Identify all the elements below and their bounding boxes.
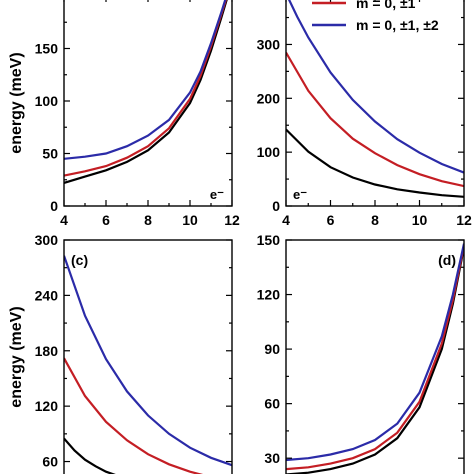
plot-frame-d	[285, 239, 465, 474]
y-tick-label-c-2: 180	[35, 343, 59, 359]
y-tick-label-d-2: 90	[264, 341, 280, 357]
series-line-a-2	[64, 0, 227, 160]
y-tick-label-c-0: 60	[42, 454, 58, 470]
legend: m = 0, ±1 m = 0, ±1, ±2	[312, 0, 439, 33]
x-tick-label-b-4: 12	[456, 212, 472, 228]
y-axis-title-a: energy (meV)	[8, 52, 25, 153]
plot-frame-c	[63, 239, 233, 474]
series-line-a-1	[64, 0, 228, 177]
y-tick-label-d-0: 30	[264, 450, 280, 466]
y-tick-label-d-1: 60	[264, 396, 280, 412]
y-tick-label-a-2: 100	[35, 93, 59, 109]
x-tick-label-b-0: 4	[282, 212, 290, 228]
y-tick-label-d-3: 120	[257, 287, 281, 303]
carrier-label-a: e⁻	[210, 187, 224, 202]
x-tick-label-a-0: 4	[60, 212, 68, 228]
x-tick-label-a-3: 10	[182, 212, 198, 228]
panel-b: 4 6 8 10 12 0 100 200 300 e⁻	[257, 0, 472, 228]
panel-label-c: (c)	[71, 252, 88, 268]
x-tick-label-a-4: 12	[224, 212, 240, 228]
x-tick-label-b-2: 8	[371, 212, 379, 228]
y-tick-label-c-1: 120	[35, 398, 59, 414]
panel-a: 4 6 8 10 12 0 50 100 150 energy (meV) e⁻	[8, 0, 240, 228]
y-tick-label-a-1: 50	[42, 146, 58, 162]
y-tick-label-a-3: 150	[35, 41, 59, 57]
series-line-b-0	[286, 128, 464, 198]
series-line-a-0	[64, 0, 228, 184]
panel-c: 60 120 180 240 300 energy (meV) (c)	[8, 232, 233, 474]
series-line-d-1	[286, 245, 464, 471]
series-line-d-0	[286, 247, 464, 474]
panel-d: 30 60 90 120 150 (d)	[257, 232, 465, 474]
x-tick-label-a-1: 6	[102, 212, 110, 228]
legend-label-1: m = 0, ±1, ±2	[356, 17, 439, 33]
series-line-c-1	[64, 357, 204, 474]
series-line-c-0	[64, 437, 116, 474]
series-line-b-2	[287, 0, 464, 174]
x-tick-label-b-1: 6	[327, 212, 335, 228]
carrier-label-b: e⁻	[293, 187, 307, 202]
y-tick-label-b-1: 100	[257, 144, 281, 160]
series-line-d-2	[286, 243, 464, 462]
x-tick-label-b-3: 10	[412, 212, 428, 228]
legend-label-0: m = 0, ±1	[356, 0, 416, 11]
y-tick-label-c-3: 240	[35, 287, 59, 303]
series-line-c-2	[64, 255, 232, 467]
y-tick-label-b-0: 0	[272, 198, 280, 214]
x-tick-label-a-2: 8	[144, 212, 152, 228]
y-tick-label-c-4: 300	[35, 232, 59, 248]
y-tick-label-b-2: 200	[257, 90, 281, 106]
y-axis-title-c: energy (meV)	[8, 306, 25, 407]
y-tick-label-d-4: 150	[257, 232, 281, 248]
y-tick-label-a-0: 0	[50, 198, 58, 214]
series-line-b-1	[286, 51, 464, 188]
panel-label-d: (d)	[438, 252, 456, 268]
y-tick-label-b-3: 300	[257, 36, 281, 52]
